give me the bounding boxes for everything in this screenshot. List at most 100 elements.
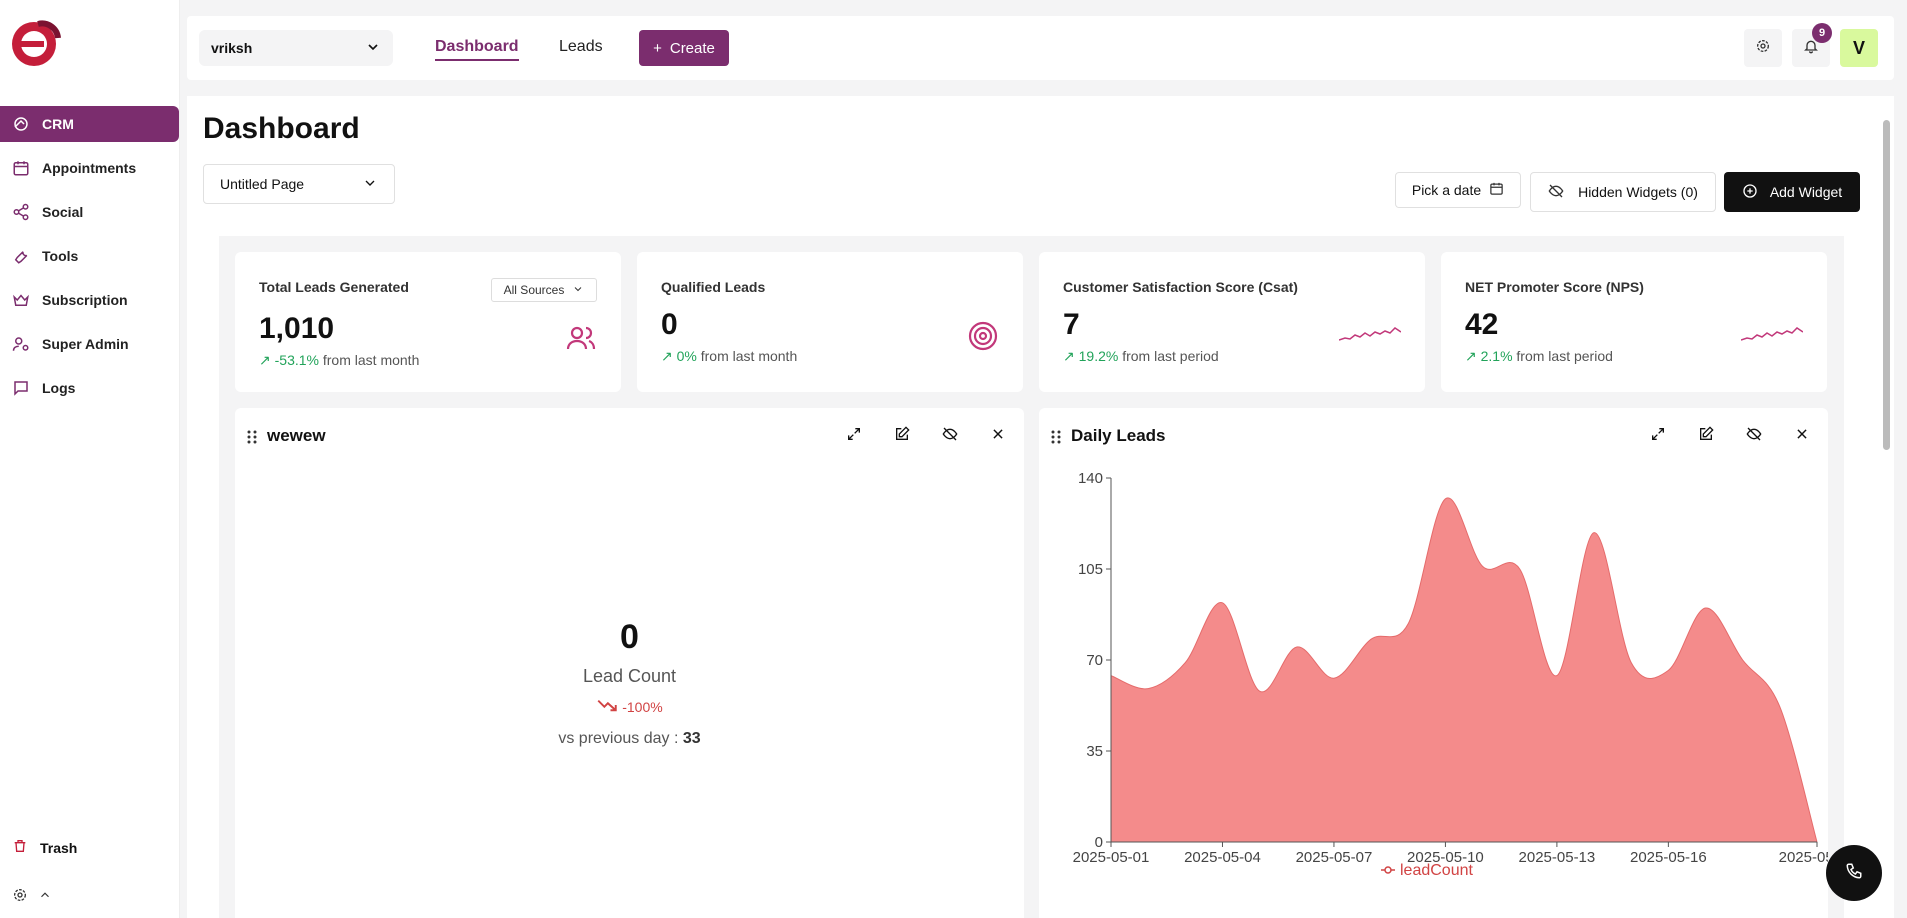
sidebar-item-social[interactable]: Social: [0, 194, 180, 230]
brand-logo[interactable]: [8, 14, 64, 70]
kpi-value: 42: [1465, 308, 1499, 341]
sidebar-item-super-admin[interactable]: Super Admin: [0, 326, 180, 362]
close-icon[interactable]: [986, 422, 1010, 446]
chevron-up-icon[interactable]: [38, 888, 52, 907]
kpi-change: ↗ -53.1% from last month: [259, 352, 419, 369]
scrollbar[interactable]: [1880, 100, 1892, 900]
sidebar: CRM Appointments Social Tools Subscripti…: [0, 0, 180, 918]
y-tick-label: 35: [1086, 743, 1103, 760]
kpi-change: ↗ 19.2% from last period: [1063, 348, 1219, 365]
add-widget-button[interactable]: Add Widget: [1724, 172, 1860, 212]
kpi-title: Customer Satisfaction Score (Csat): [1063, 279, 1298, 295]
edit-icon[interactable]: [890, 422, 914, 446]
notifications-button[interactable]: 9: [1792, 23, 1832, 67]
sidebar-item-subscription[interactable]: Subscription: [0, 282, 180, 318]
page-title: Dashboard: [203, 112, 360, 145]
y-tick-label: 0: [1095, 834, 1103, 851]
x-tick-label: 2025-05-20: [1779, 849, 1828, 866]
wrench-icon: [12, 247, 30, 265]
kpi-value: 0: [661, 308, 678, 341]
previous-value: 33: [682, 730, 701, 747]
sidebar-item-label: Super Admin: [42, 336, 129, 352]
widget-toolbar: [842, 422, 1010, 446]
lead-count-value: 0: [620, 618, 639, 656]
kpi-change: ↗ 0% from last month: [661, 348, 797, 365]
user-cog-icon: [12, 335, 30, 353]
x-tick-label: 2025-05-13: [1519, 849, 1596, 866]
y-tick-label: 70: [1086, 652, 1103, 669]
eye-off-icon[interactable]: [1742, 422, 1766, 446]
kpi-change-pct: ↗ -53.1%: [259, 352, 319, 368]
kpi-period: from last month: [696, 348, 798, 364]
hidden-widgets-button[interactable]: Hidden Widgets (0): [1530, 172, 1716, 212]
pick-date-button[interactable]: Pick a date: [1395, 172, 1521, 208]
trash-label: Trash: [40, 839, 78, 856]
sidebar-item-label: CRM: [42, 116, 74, 132]
settings-icon[interactable]: [12, 887, 28, 908]
close-icon[interactable]: [1790, 422, 1814, 446]
trash-icon: [12, 838, 28, 857]
kpi-change-pct: ↗ 2.1%: [1465, 348, 1513, 364]
create-button[interactable]: + Create: [639, 30, 729, 66]
sidebar-item-crm[interactable]: CRM: [0, 106, 179, 142]
y-tick-label: 105: [1078, 561, 1103, 578]
sidebar-item-appointments[interactable]: Appointments: [0, 150, 180, 186]
settings-button[interactable]: [1744, 29, 1782, 67]
kpi-card-qualified-leads: Qualified Leads 0 ↗ 0% from last month: [637, 252, 1023, 392]
legend-marker-dot: [1384, 866, 1392, 874]
expand-icon[interactable]: [842, 422, 866, 446]
drag-handle-icon[interactable]: [1051, 429, 1061, 450]
avatar[interactable]: V: [1840, 29, 1878, 67]
page-select[interactable]: Untitled Page: [203, 164, 395, 204]
workspace-select[interactable]: vriksh: [199, 30, 393, 66]
tab-dashboard[interactable]: Dashboard: [435, 38, 519, 61]
sources-filter[interactable]: All Sources: [491, 278, 597, 302]
sidebar-item-logs[interactable]: Logs: [0, 370, 180, 406]
trend-down-icon: [596, 699, 618, 715]
chevron-down-icon: [572, 283, 584, 298]
x-tick-label: 2025-05-07: [1296, 849, 1373, 866]
expand-icon[interactable]: [1646, 422, 1670, 446]
add-widget-label: Add Widget: [1769, 184, 1843, 200]
x-tick-label: 2025-05-16: [1630, 849, 1707, 866]
kpi-title: Total Leads Generated: [259, 279, 409, 295]
sparkline-icon: [1740, 324, 1804, 349]
widget-lead-count: wewew 0 Lead Count -100% vs previous day…: [235, 408, 1024, 918]
kpi-card-total-leads: Total Leads Generated All Sources 1,010 …: [235, 252, 621, 392]
kpi-card-nps: NET Promoter Score (NPS) 42 ↗ 2.1% from …: [1441, 252, 1827, 392]
lead-count-previous: vs previous day : 33: [235, 730, 1024, 748]
kpi-period: from last month: [318, 352, 420, 368]
widget-toolbar: [1646, 422, 1814, 446]
crm-icon: [12, 115, 30, 133]
lead-count-label: Lead Count: [582, 666, 677, 686]
kpi-change-pct: ↗ 19.2%: [1063, 348, 1119, 364]
scrollbar-thumb[interactable]: [1883, 120, 1890, 450]
calendar-icon: [1489, 181, 1504, 199]
kpi-change-pct: ↗ 0%: [661, 348, 697, 364]
eye-off-icon[interactable]: [938, 422, 962, 446]
call-button[interactable]: [1826, 845, 1882, 901]
calendar-icon: [12, 159, 30, 177]
tab-leads[interactable]: Leads: [559, 38, 603, 55]
workspace-name: vriksh: [211, 40, 253, 56]
sidebar-item-trash[interactable]: Trash: [12, 838, 77, 857]
kpi-value: 1,010: [259, 312, 335, 345]
kpi-period: from last period: [1512, 348, 1613, 364]
notification-badge: 9: [1812, 23, 1832, 43]
create-label: Create: [669, 39, 715, 57]
sidebar-item-label: Social: [42, 204, 84, 220]
widget-grid: Total Leads Generated All Sources 1,010 …: [219, 236, 1844, 918]
drag-handle-icon[interactable]: [247, 429, 257, 450]
bell-icon: [1803, 38, 1819, 59]
widget-daily-leads: Daily Leads 0 35 70 105 140 2025-05-01 2025-05…: [1039, 408, 1828, 918]
phone-icon: [1845, 862, 1863, 885]
share-icon: [12, 203, 30, 221]
sidebar-item-tools[interactable]: Tools: [0, 238, 180, 274]
x-tick-label: 2025-05-04: [1184, 849, 1261, 866]
widget-title: wewew: [267, 426, 326, 445]
users-icon: [565, 322, 597, 359]
sidebar-footer: [12, 887, 52, 908]
main-content: Dashboard Untitled Page Pick a date Hidd…: [187, 96, 1894, 918]
edit-icon[interactable]: [1694, 422, 1718, 446]
x-tick-label: 2025-05-10: [1407, 849, 1484, 866]
